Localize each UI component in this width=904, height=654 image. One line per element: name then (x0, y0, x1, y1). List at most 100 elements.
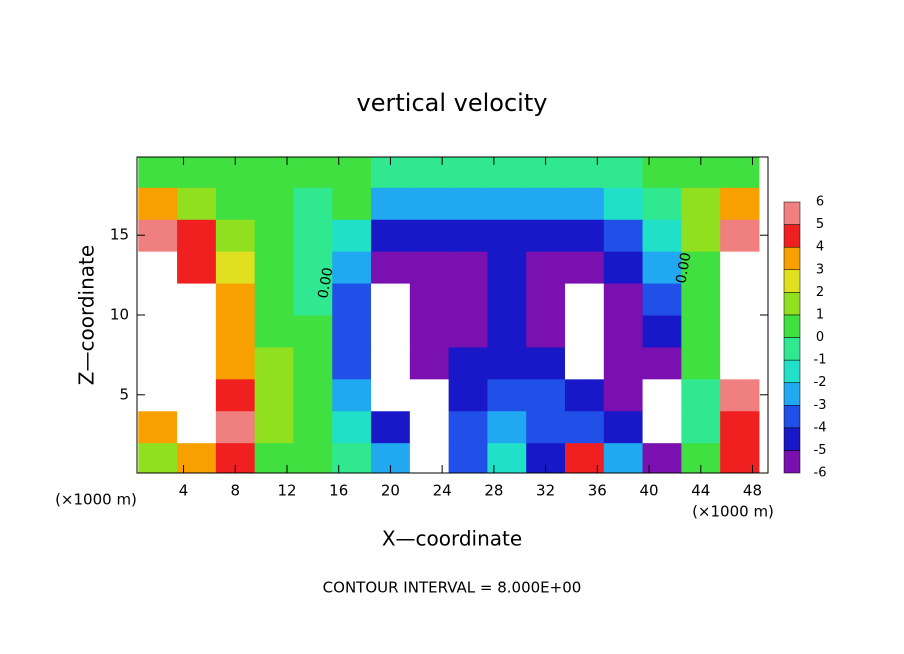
cell (642, 346, 682, 380)
cell (177, 346, 217, 380)
colorbar-label: 0 (816, 330, 824, 345)
x-tick-label: 4 (179, 482, 189, 500)
colorbar-segment (783, 450, 801, 474)
cell (254, 157, 294, 188)
contour-label: 0.00 (315, 266, 336, 299)
colorbar-segment (783, 359, 801, 383)
cell (254, 187, 294, 220)
cell (603, 410, 644, 444)
x-unit: (×1000 m) (692, 503, 774, 521)
cell (293, 410, 333, 444)
x-tick-label: 16 (329, 482, 348, 500)
cell (720, 283, 760, 316)
cell (681, 315, 721, 348)
colorbar-label: -6 (814, 466, 827, 481)
cell (603, 157, 644, 188)
cell (720, 410, 760, 444)
cell (371, 410, 411, 444)
cell (642, 283, 682, 316)
cell (526, 251, 566, 284)
cell (138, 346, 178, 380)
cell (371, 219, 411, 252)
cell (177, 315, 217, 348)
cell (603, 378, 644, 412)
cell (448, 283, 488, 316)
cell (642, 378, 682, 412)
cell (409, 378, 450, 412)
cell (526, 378, 566, 412)
cell (487, 315, 527, 348)
colorbar-segment (783, 337, 801, 361)
cell (138, 315, 178, 348)
cell (681, 283, 721, 316)
cell (254, 442, 294, 473)
cell (448, 315, 488, 348)
y-tick-label: 5 (119, 385, 129, 403)
cell (487, 442, 527, 473)
cell (642, 187, 682, 220)
colorbar-segment (783, 405, 801, 429)
cell (332, 219, 372, 252)
cell (681, 187, 721, 220)
cell (526, 283, 566, 316)
cell (526, 346, 566, 380)
cell (564, 219, 605, 252)
cell (448, 187, 488, 220)
cell (603, 315, 644, 348)
cell (293, 187, 333, 220)
cell (448, 157, 488, 188)
cell (564, 410, 605, 444)
cell (564, 187, 605, 220)
cell (138, 251, 178, 284)
cell (487, 346, 527, 380)
cell (526, 410, 566, 444)
x-axis-label: X—coordinate (382, 527, 522, 551)
cell (254, 346, 294, 380)
cell (138, 157, 178, 188)
colorbar-label: 4 (816, 240, 824, 255)
colorbar-label: -5 (814, 443, 827, 458)
cell (409, 346, 450, 380)
cell (409, 283, 450, 316)
cell (720, 219, 760, 252)
colorbar-label: -2 (814, 375, 827, 390)
cell (487, 187, 527, 220)
cell (332, 410, 372, 444)
cell (215, 315, 256, 348)
cell (215, 219, 256, 252)
cell (720, 157, 760, 188)
cell (564, 157, 605, 188)
cell (138, 283, 178, 316)
cell (564, 251, 605, 284)
cell (642, 251, 682, 284)
cell (720, 187, 760, 220)
cell (720, 378, 760, 412)
cell (215, 251, 256, 284)
cell (720, 251, 760, 284)
cell (642, 315, 682, 348)
cell (603, 187, 644, 220)
colorbar-label: 6 (816, 195, 824, 210)
cell (371, 315, 411, 348)
cell (564, 283, 605, 316)
cell (371, 346, 411, 380)
x-tick-label: 28 (484, 482, 503, 500)
cell (215, 283, 256, 316)
contour-label: 0.00 (673, 251, 694, 284)
cell (681, 251, 721, 284)
cell (293, 283, 333, 316)
colorbar-label: 5 (816, 217, 824, 232)
colorbar-label: 3 (816, 262, 824, 277)
cell (332, 442, 372, 473)
cell (332, 378, 372, 412)
cell (487, 410, 527, 444)
x-tick-label: 8 (230, 482, 240, 500)
cell (371, 378, 411, 412)
cell (332, 315, 372, 348)
y-axis-label: Z—coordinate (75, 245, 99, 385)
cell (332, 157, 372, 188)
x-tick-label: 20 (381, 482, 400, 500)
cell (603, 442, 644, 473)
x-tick-label: 48 (743, 482, 762, 500)
